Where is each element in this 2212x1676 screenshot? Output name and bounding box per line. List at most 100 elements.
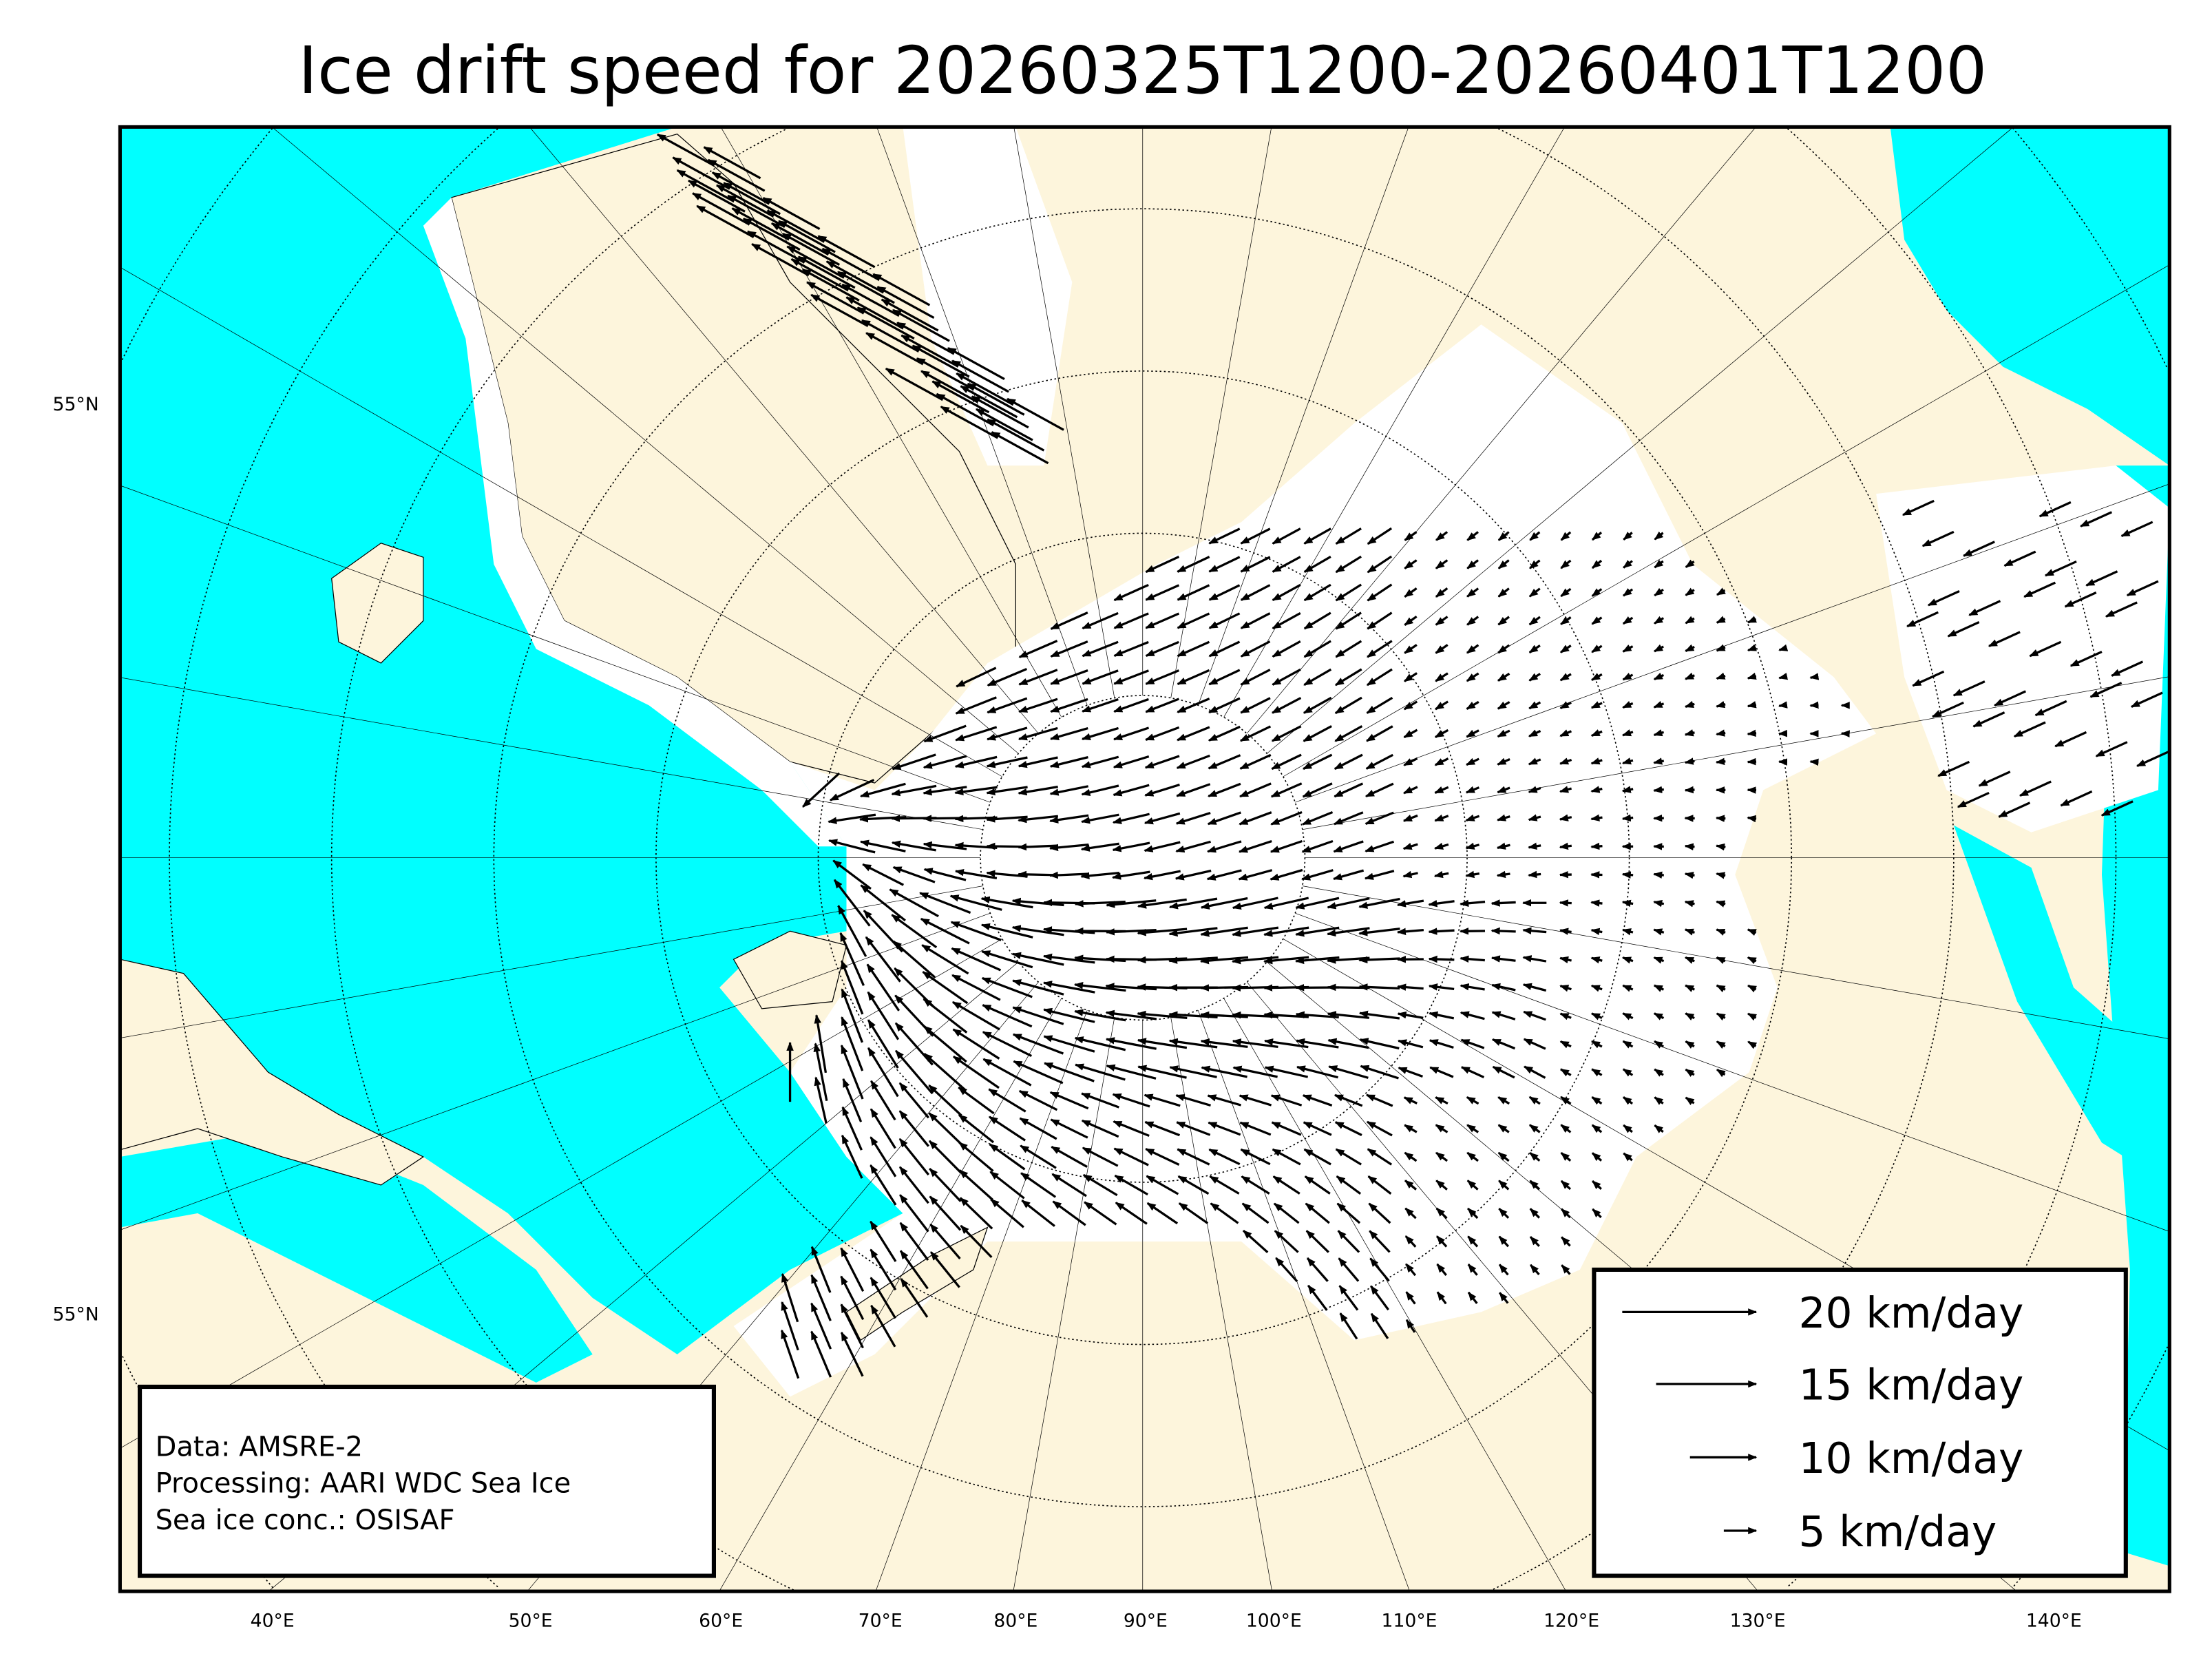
drift-arrow bbox=[1496, 870, 1510, 879]
drift-arrow bbox=[1747, 956, 1757, 965]
drift-arrow bbox=[955, 726, 998, 742]
drift-arrow bbox=[1428, 928, 1455, 935]
drift-arrow bbox=[980, 896, 1033, 909]
drift-arrow bbox=[1335, 640, 1362, 658]
drift-arrow bbox=[1988, 631, 2021, 647]
map-area bbox=[120, 127, 2170, 1592]
drift-arrow bbox=[1177, 556, 1210, 573]
drift-arrow bbox=[1275, 1257, 1298, 1283]
drift-arrow bbox=[958, 1169, 994, 1201]
drift-arrow bbox=[1428, 955, 1455, 963]
drift-arrow bbox=[1240, 527, 1271, 545]
drift-arrow bbox=[1206, 840, 1242, 853]
drift-arrow bbox=[1560, 587, 1572, 598]
pacific-ocean bbox=[1890, 127, 2170, 466]
drift-arrow bbox=[1270, 782, 1303, 798]
drift-arrow bbox=[960, 385, 1018, 419]
drift-arrow bbox=[1146, 1202, 1179, 1225]
drift-arrow bbox=[1270, 868, 1303, 881]
lon-label: 110°E bbox=[1382, 1610, 1437, 1631]
drift-arrow bbox=[1112, 841, 1150, 852]
drift-arrow bbox=[1528, 814, 1541, 821]
drift-arrow bbox=[1402, 842, 1418, 850]
drift-arrow bbox=[1428, 899, 1455, 908]
drift-arrow bbox=[841, 960, 864, 1015]
drift-arrow bbox=[1466, 1151, 1479, 1162]
drift-arrow bbox=[1559, 928, 1572, 935]
drift-arrow bbox=[1168, 1038, 1218, 1049]
drift-arrow bbox=[952, 1056, 1000, 1089]
drift-arrow bbox=[1560, 1124, 1572, 1133]
drift-arrow bbox=[810, 1246, 832, 1293]
drift-arrow bbox=[1145, 726, 1180, 741]
drift-arrow bbox=[1334, 668, 1362, 687]
drift-arrow bbox=[1716, 1012, 1726, 1021]
meridian-line bbox=[1223, 998, 1567, 1592]
drift-arrow bbox=[1497, 729, 1510, 738]
drift-arrow bbox=[1200, 926, 1248, 937]
drift-arrow bbox=[898, 1166, 929, 1204]
drift-arrow bbox=[1778, 701, 1788, 709]
drift-arrow bbox=[1208, 640, 1241, 658]
meridian-line bbox=[1223, 127, 1565, 717]
drift-arrow bbox=[780, 1329, 800, 1379]
drift-arrow bbox=[840, 1044, 864, 1100]
drift-arrow bbox=[1333, 840, 1364, 853]
drift-arrow bbox=[1590, 956, 1603, 964]
drift-arrow bbox=[1049, 727, 1088, 740]
drift-arrow bbox=[1303, 1121, 1332, 1136]
drift-arrow bbox=[959, 1197, 993, 1230]
drift-arrow bbox=[1397, 983, 1424, 991]
drift-arrow bbox=[676, 169, 735, 202]
drift-arrow bbox=[1591, 645, 1603, 653]
drift-arrow bbox=[870, 1220, 897, 1262]
drift-arrow bbox=[1303, 668, 1332, 687]
drift-arrow bbox=[2089, 682, 2123, 698]
drift-arrow bbox=[1684, 956, 1695, 964]
drift-arrow bbox=[986, 726, 1028, 741]
drift-arrow bbox=[981, 950, 1033, 969]
drift-arrow bbox=[1405, 1291, 1416, 1305]
drift-arrow bbox=[1466, 587, 1479, 598]
drift-arrow bbox=[1081, 784, 1119, 797]
drift-arrow bbox=[2100, 800, 2134, 817]
drift-arrow bbox=[1272, 1148, 1301, 1166]
drift-arrow bbox=[1466, 729, 1479, 738]
drift-arrow bbox=[1358, 897, 1400, 909]
drift-arrow bbox=[1043, 1035, 1095, 1053]
drift-arrow bbox=[1491, 983, 1516, 992]
drift-arrow bbox=[1112, 870, 1150, 880]
drift-arrow bbox=[1238, 839, 1272, 853]
drift-arrow bbox=[1559, 645, 1572, 653]
drift-arrow bbox=[1168, 897, 1218, 910]
drift-arrow bbox=[1403, 757, 1418, 766]
drift-arrow bbox=[1622, 645, 1634, 653]
drift-arrow bbox=[1559, 673, 1572, 682]
drift-arrow bbox=[928, 1112, 962, 1145]
drift-arrow bbox=[1497, 672, 1510, 682]
drift-arrow bbox=[1435, 616, 1449, 626]
drift-arrow bbox=[1653, 700, 1665, 709]
drift-arrow bbox=[1208, 669, 1241, 686]
drift-arrow bbox=[1653, 757, 1665, 765]
drift-arrow bbox=[1654, 1096, 1664, 1105]
drift-arrow bbox=[1264, 1065, 1309, 1078]
drift-arrow bbox=[1295, 926, 1340, 937]
meridian-line bbox=[1302, 886, 2170, 1040]
drift-arrow bbox=[1685, 1012, 1695, 1020]
drift-arrow bbox=[1460, 1011, 1485, 1020]
drift-arrow bbox=[1240, 697, 1271, 714]
drift-arrow bbox=[1082, 611, 1119, 630]
drift-arrow bbox=[1082, 640, 1119, 658]
drift-arrow bbox=[1304, 1175, 1331, 1195]
drift-arrow bbox=[1561, 1264, 1571, 1275]
drift-arrow bbox=[1405, 1319, 1416, 1333]
drift-arrow bbox=[813, 1043, 828, 1102]
drift-arrow bbox=[832, 859, 872, 890]
drift-arrow bbox=[859, 782, 906, 798]
drift-arrow bbox=[1327, 1038, 1369, 1049]
sea-ice-greenland-coast bbox=[423, 197, 847, 847]
legend-label: 20 km/day bbox=[1798, 1289, 2023, 1338]
drift-arrow bbox=[1528, 673, 1541, 682]
drift-arrow bbox=[1334, 782, 1364, 798]
